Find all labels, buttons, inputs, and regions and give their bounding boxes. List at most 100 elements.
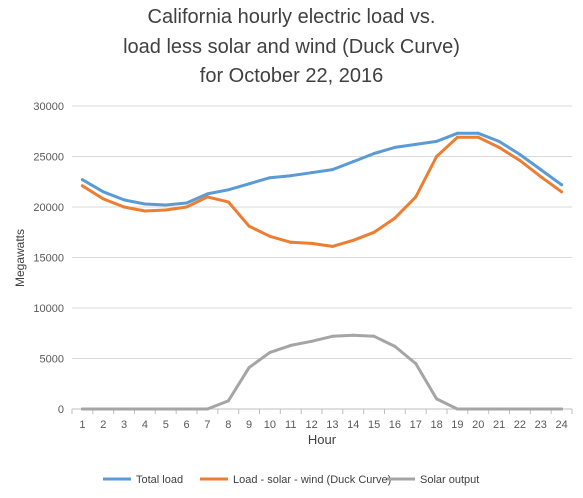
- x-tick-label: 1: [79, 419, 85, 431]
- gridlines: [72, 105, 572, 359]
- legend: Total load Load - solar - wind (Duck Curv…: [103, 474, 479, 486]
- x-tick-label: 19: [451, 419, 463, 431]
- data-point: [476, 135, 480, 139]
- data-point: [122, 198, 126, 202]
- y-tick-label: 25000: [33, 152, 64, 164]
- data-point: [539, 168, 543, 172]
- legend-label: Total load: [136, 474, 183, 486]
- data-point: [435, 155, 439, 158]
- data-point: [372, 151, 376, 155]
- data-point: [226, 188, 230, 192]
- data-point: [80, 178, 84, 182]
- data-point: [247, 224, 251, 228]
- data-point: [414, 195, 418, 199]
- data-point: [455, 135, 459, 139]
- data-point: [101, 407, 105, 411]
- data-point: [330, 334, 334, 338]
- data-point: [310, 171, 314, 175]
- series-lines: [80, 131, 564, 411]
- legend-label: Solar output: [420, 474, 479, 486]
- x-tick-label: 8: [225, 419, 231, 431]
- data-point: [560, 183, 564, 187]
- data-point: [476, 131, 480, 135]
- chart-title-line-3: for October 22, 2016: [199, 65, 384, 87]
- data-point: [226, 200, 230, 204]
- x-tick-label: 3: [121, 419, 127, 431]
- data-point: [310, 241, 314, 245]
- data-point: [226, 399, 230, 403]
- x-tick-label: 15: [368, 419, 380, 431]
- x-tick-label: 21: [493, 419, 505, 431]
- data-point: [351, 238, 355, 242]
- data-point: [247, 182, 251, 186]
- data-point: [539, 175, 543, 179]
- x-tick-label: 5: [163, 419, 169, 431]
- y-tick-label: 30000: [33, 101, 64, 113]
- x-tick-label: 4: [142, 419, 148, 431]
- data-point: [143, 209, 147, 213]
- data-point: [205, 195, 209, 199]
- data-point: [205, 407, 209, 411]
- data-point: [143, 407, 147, 411]
- x-tick-label: 24: [555, 419, 567, 431]
- data-point: [518, 407, 522, 411]
- data-point: [414, 142, 418, 146]
- data-point: [393, 344, 397, 348]
- data-point: [518, 159, 522, 163]
- data-point: [80, 184, 84, 188]
- data-point: [476, 407, 480, 411]
- data-point: [455, 407, 459, 411]
- data-point: [164, 407, 168, 411]
- y-tick-label: 15000: [33, 253, 64, 265]
- x-tick-label: 16: [389, 419, 401, 431]
- series-line-1: [80, 131, 564, 207]
- data-point: [164, 203, 168, 207]
- series-line-3: [80, 333, 564, 411]
- data-point: [497, 145, 501, 149]
- data-point: [435, 139, 439, 143]
- x-tick-label: 6: [184, 419, 190, 431]
- data-point: [351, 333, 355, 337]
- data-point: [122, 407, 126, 411]
- x-tick-label: 7: [204, 419, 210, 431]
- data-point: [205, 192, 209, 196]
- x-tick-label: 12: [305, 419, 317, 431]
- data-point: [289, 240, 293, 244]
- data-point: [164, 208, 168, 212]
- data-point: [372, 334, 376, 338]
- legend-label: Load - solar - wind (Duck Curve): [233, 474, 391, 486]
- data-point: [289, 343, 293, 347]
- series-line-2: [80, 135, 564, 248]
- data-point: [372, 230, 376, 234]
- x-tick-label: 11: [285, 419, 296, 431]
- data-point: [122, 205, 126, 209]
- data-point: [247, 366, 251, 370]
- data-point: [539, 407, 543, 411]
- x-tick-label: 13: [326, 419, 338, 431]
- y-tick-label: 5000: [40, 354, 64, 366]
- data-point: [560, 407, 564, 411]
- data-point: [560, 190, 564, 194]
- data-point: [455, 131, 459, 135]
- y-tick-label: 20000: [33, 202, 64, 214]
- data-point: [414, 362, 418, 366]
- data-point: [185, 201, 189, 205]
- x-tick-label: 2: [100, 419, 106, 431]
- data-point: [310, 339, 314, 343]
- data-point: [497, 407, 501, 411]
- y-axis-label: Megawatts: [13, 229, 27, 287]
- data-point: [497, 139, 501, 143]
- data-point: [143, 202, 147, 206]
- y-tick-label: 10000: [33, 303, 64, 315]
- x-tick-label: 23: [535, 419, 547, 431]
- x-tick-label: 20: [472, 419, 484, 431]
- data-point: [185, 205, 189, 209]
- data-point: [435, 397, 439, 401]
- chart-title-line-1: California hourly electric load vs.: [147, 6, 436, 28]
- x-tick-label: 10: [264, 419, 276, 431]
- data-point: [80, 407, 84, 411]
- x-tick-label: 18: [430, 419, 442, 431]
